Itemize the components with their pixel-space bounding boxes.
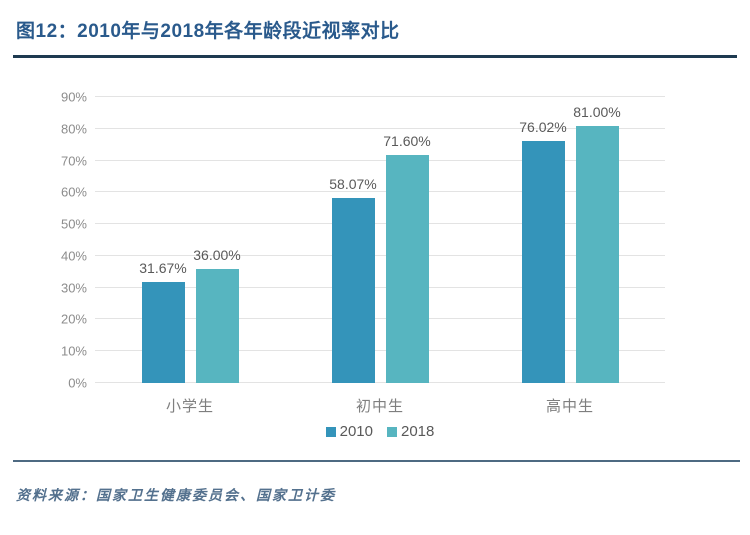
gridline: 70% xyxy=(61,153,665,168)
y-axis-tick-label: 70% xyxy=(60,153,87,169)
x-axis-label: 初中生 xyxy=(355,398,404,415)
legend: 2010 2018 xyxy=(95,423,665,440)
y-axis-tick-label: 90% xyxy=(60,89,87,105)
bar-value-label: 76.02% xyxy=(519,119,567,136)
gridline: 0% xyxy=(68,376,665,391)
bar-2010-小学生 xyxy=(141,282,185,383)
x-axis-label: 小学生 xyxy=(165,398,214,415)
y-axis-tick-label: 40% xyxy=(60,248,87,264)
gridline: 80% xyxy=(61,121,665,136)
bar-value-label: 71.60% xyxy=(383,133,431,150)
gridline: 10% xyxy=(61,344,665,359)
y-axis-tick-label: 20% xyxy=(60,311,87,327)
gridline: 50% xyxy=(61,217,665,232)
legend-swatch-2010 xyxy=(325,426,336,437)
bar-2010-高中生 xyxy=(521,141,565,383)
gridline: 40% xyxy=(61,248,665,263)
gridline: 60% xyxy=(61,185,665,200)
legend-swatch-2018 xyxy=(387,426,397,437)
y-axis-tick-label: 60% xyxy=(60,184,87,200)
legend-label-2018: 2018 xyxy=(401,423,435,440)
footer-divider xyxy=(13,460,740,462)
bar-2018-初中生 xyxy=(385,155,429,383)
bar-value-label: 36.00% xyxy=(193,246,241,263)
bar-value-label: 58.07% xyxy=(329,176,377,193)
bar-2018-高中生 xyxy=(575,125,619,383)
legend-item-2018: 2018 xyxy=(387,423,434,440)
y-axis-tick-label: 30% xyxy=(60,280,87,296)
plot-area: 0% 10% 20% 30% 40% 50% 60% 70% 80% 90% 31.67% 36.00… xyxy=(61,90,665,440)
bar-value-label: 81.00% xyxy=(573,103,621,120)
bar-2018-小学生 xyxy=(195,268,239,383)
title-divider xyxy=(13,55,737,58)
legend-label-2010: 2010 xyxy=(339,423,373,440)
page-title: 图12：2010年与2018年各年龄段近视率对比 xyxy=(16,21,400,42)
source-note: 资料来源：国家卫生健康委员会、国家卫计委 xyxy=(16,488,336,504)
y-axis-tick-label: 0% xyxy=(68,375,87,391)
gridline: 90% xyxy=(61,90,665,105)
y-axis-tick-label: 80% xyxy=(60,121,87,137)
legend-item-2010: 2010 xyxy=(325,423,373,440)
y-axis-tick-label: 10% xyxy=(60,343,87,359)
gridline: 30% xyxy=(61,280,665,295)
bar-value-label: 31.67% xyxy=(139,260,187,277)
y-axis-tick-label: 50% xyxy=(60,216,87,232)
bar-2010-初中生 xyxy=(331,198,375,383)
x-axis-label: 高中生 xyxy=(545,398,594,415)
gridline: 20% xyxy=(61,312,665,327)
bar-chart: 0% 10% 20% 30% 40% 50% 60% 70% 80% 90% 31.67% 36.00… xyxy=(61,90,665,440)
